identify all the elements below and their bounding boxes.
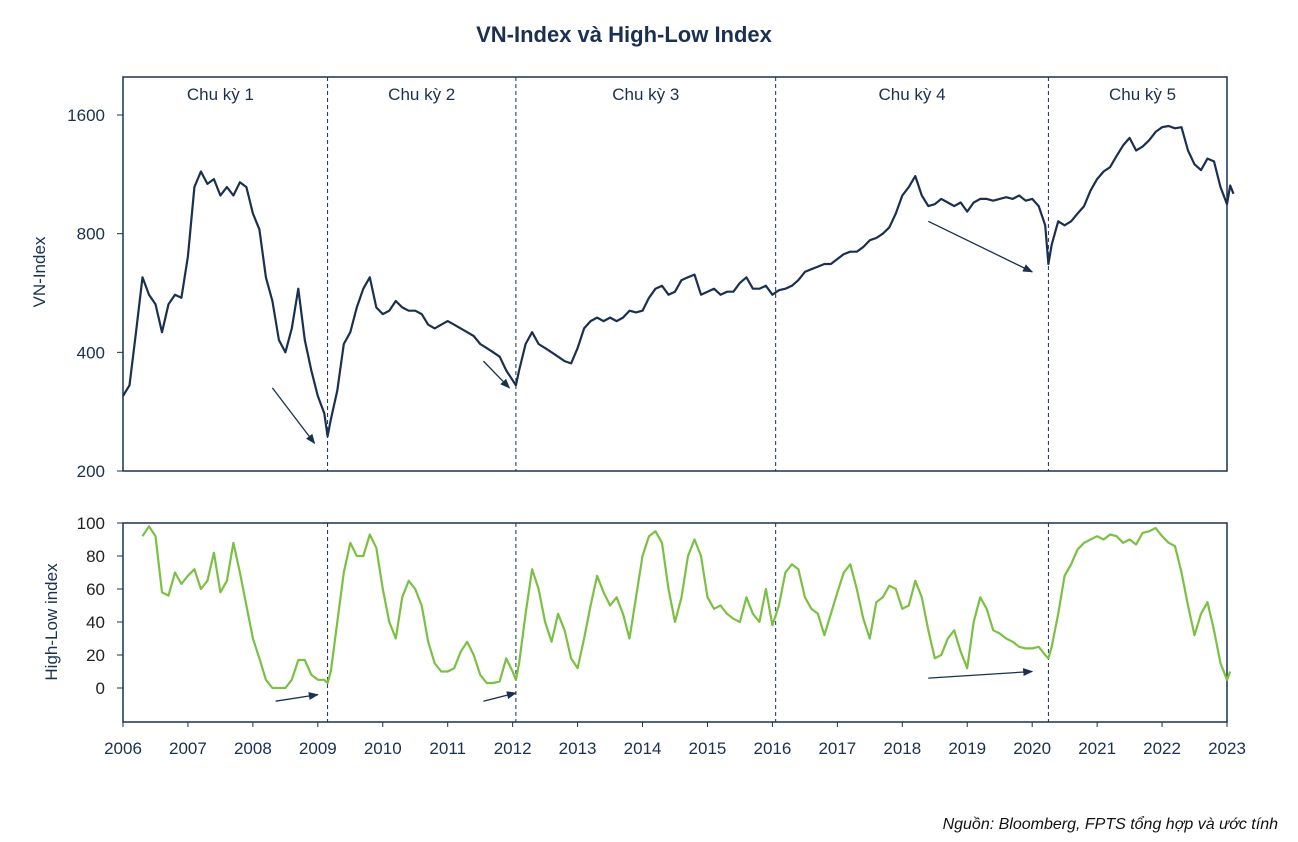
x-tick-label: 2008 xyxy=(234,739,272,758)
chart-title: VN-Index và High-Low Index xyxy=(476,22,773,47)
x-tick-label: 2017 xyxy=(818,739,856,758)
bottom-y-tick-label: 20 xyxy=(86,646,105,665)
cycle-labels: Chu kỳ 1 Chu kỳ 2 Chu kỳ 3 Chu kỳ 4 Chu kỳ 5 xyxy=(187,85,1176,104)
cycle-label: Chu kỳ 5 xyxy=(1109,85,1176,104)
top-plot-frame xyxy=(122,76,1228,472)
top-y-tick-label: 800 xyxy=(77,225,105,244)
cycle-label: Chu kỳ 3 xyxy=(612,85,679,104)
x-tick-label: 2011 xyxy=(429,739,466,758)
top-y-tick-label: 1600 xyxy=(67,106,105,125)
annotation-arrow xyxy=(482,360,511,389)
x-tick-label: 2009 xyxy=(299,739,337,758)
bottom-cycle-dividers xyxy=(327,523,1049,722)
annotation-arrow xyxy=(927,220,1034,273)
x-tick-label: 2021 xyxy=(1078,739,1116,758)
annotation-arrow xyxy=(928,668,1034,679)
x-tick-label: 2016 xyxy=(753,739,791,758)
annotation-arrow xyxy=(275,692,319,702)
top-y-ticks: 200 400 800 1600 xyxy=(67,106,123,481)
x-tick-label: 2006 xyxy=(104,739,142,758)
source-note: Nguồn: Bloomberg, FPTS tổng hợp và ước t… xyxy=(943,815,1279,833)
bottom-y-tick-label: 0 xyxy=(96,679,105,698)
top-y-axis-label: VN-Index xyxy=(30,236,49,307)
vn-index-line xyxy=(122,124,1235,438)
cycle-label: Chu kỳ 4 xyxy=(878,85,945,104)
bottom-y-ticks: 0 20 40 60 80 100 xyxy=(77,514,123,698)
bottom-y-tick-label: 80 xyxy=(86,547,105,566)
bottom-panel: 0 20 40 60 80 100 High-Low index xyxy=(42,514,1232,723)
top-y-tick-label: 400 xyxy=(77,343,105,362)
bottom-y-tick-label: 40 xyxy=(86,613,105,632)
x-tick-label: 2010 xyxy=(364,739,402,758)
x-tick-label: 2015 xyxy=(689,739,727,758)
top-cycle-dividers xyxy=(327,77,1049,471)
bottom-arrows xyxy=(275,668,1034,702)
x-tick-label: 2012 xyxy=(494,739,532,758)
x-tick-label: 2023 xyxy=(1208,739,1246,758)
x-tick-label: 2018 xyxy=(883,739,921,758)
high-low-index-line xyxy=(141,525,1232,690)
x-tick-label: 2014 xyxy=(624,739,662,758)
cycle-label: Chu kỳ 1 xyxy=(187,85,254,104)
bottom-y-tick-label: 100 xyxy=(77,514,105,533)
cycle-label: Chu kỳ 2 xyxy=(388,85,455,104)
bottom-y-tick-label: 60 xyxy=(86,580,105,599)
annotation-arrow xyxy=(271,387,316,445)
annotation-arrow xyxy=(483,691,517,702)
top-y-tick-label: 200 xyxy=(77,462,105,481)
x-tick-label: 2022 xyxy=(1143,739,1181,758)
x-tick-label: 2020 xyxy=(1013,739,1051,758)
x-tick-label: 2013 xyxy=(559,739,597,758)
x-axis-ticks: 2006 2007 2008 2009 2010 2011 2012 2013 2014 2015… xyxy=(104,722,1246,758)
top-arrows xyxy=(271,220,1034,445)
x-tick-label: 2019 xyxy=(948,739,986,758)
bottom-y-axis-label: High-Low index xyxy=(42,563,61,681)
x-tick-label: 2007 xyxy=(169,739,207,758)
